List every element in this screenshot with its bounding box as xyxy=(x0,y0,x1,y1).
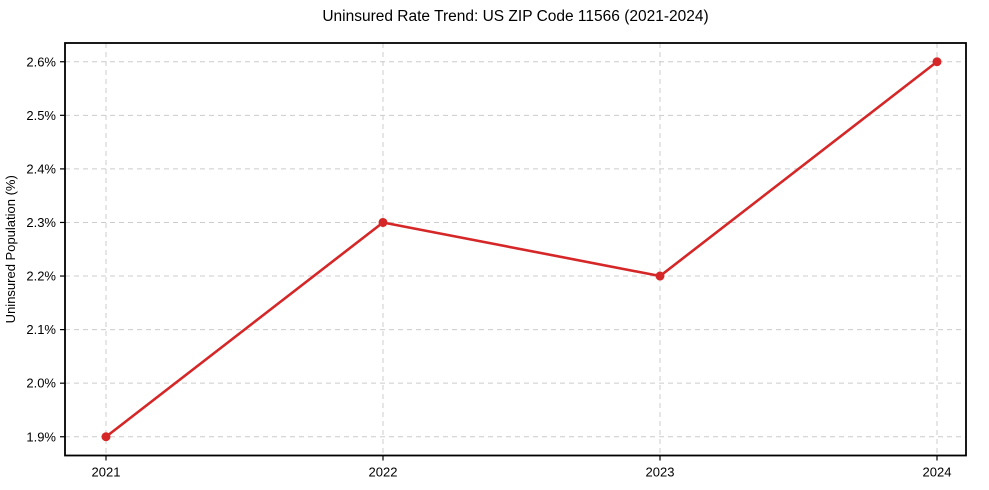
y-tick-label: 2.3% xyxy=(26,215,56,230)
y-tick-label: 2.1% xyxy=(26,322,56,337)
y-axis-label: Uninsured Population (%) xyxy=(3,175,18,323)
y-tick-label: 1.9% xyxy=(26,429,56,444)
y-tick-label: 2.2% xyxy=(26,269,56,284)
data-point-2024 xyxy=(932,57,942,67)
plot-border xyxy=(64,42,967,457)
y-tick-label: 2.6% xyxy=(26,54,56,69)
data-point-2021 xyxy=(101,432,111,442)
x-tick-label: 2022 xyxy=(369,465,398,480)
trend-line xyxy=(104,60,939,439)
y-tick-label: 2.5% xyxy=(26,108,56,123)
y-tick-label: 2.0% xyxy=(26,376,56,391)
x-tick-label: 2023 xyxy=(646,465,675,480)
y-tick-label: 2.4% xyxy=(26,161,56,176)
x-tick-label: 2024 xyxy=(923,465,952,480)
data-point-2023 xyxy=(655,271,665,281)
chart-title: Uninsured Rate Trend: US ZIP Code 11566 … xyxy=(322,8,709,25)
data-point-2022 xyxy=(378,217,388,227)
x-tick-label: 2021 xyxy=(92,465,121,480)
